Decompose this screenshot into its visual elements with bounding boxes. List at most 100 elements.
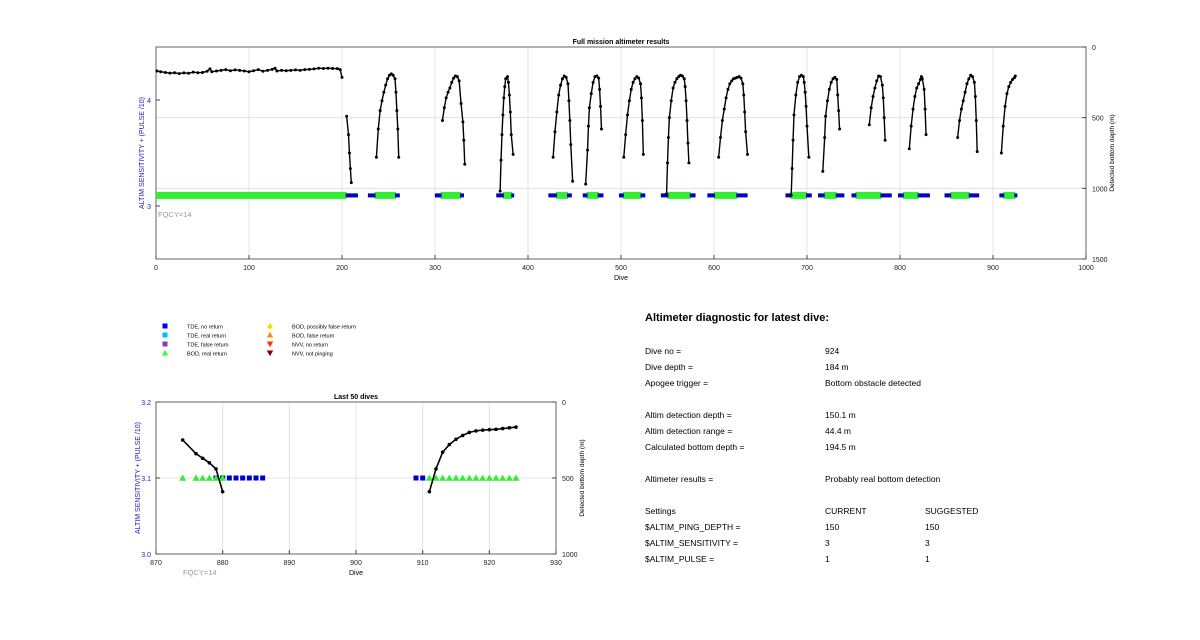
bod-real-return-point bbox=[205, 474, 213, 481]
depth-point bbox=[508, 110, 512, 114]
depth-point bbox=[917, 82, 921, 86]
depth-point bbox=[907, 147, 911, 151]
depth-point bbox=[633, 77, 637, 81]
chart-title: Last 50 dives bbox=[334, 394, 378, 401]
bod-real-return-point bbox=[485, 474, 493, 481]
depth-point bbox=[228, 69, 232, 73]
tde-no-return-point bbox=[395, 193, 400, 198]
depth-point bbox=[1007, 85, 1011, 89]
legend-label: TDE, false return bbox=[187, 343, 229, 349]
y-left-tick-label: 3.1 bbox=[141, 476, 151, 483]
tde-no-return-point bbox=[619, 193, 623, 198]
bod-real-return-point bbox=[512, 474, 520, 481]
depth-line bbox=[441, 75, 466, 165]
tde-no-return-point bbox=[1002, 193, 1007, 198]
depth-point bbox=[586, 148, 590, 152]
depth-point bbox=[504, 77, 508, 81]
y-left-axis-label: ALTIM SENSITIVITY + (PULSE /10) bbox=[139, 97, 146, 209]
depth-point bbox=[452, 76, 456, 80]
depth-point bbox=[446, 90, 450, 94]
depth-point bbox=[207, 461, 212, 465]
depth-point bbox=[506, 80, 510, 84]
depth-point bbox=[280, 68, 284, 72]
depth-line bbox=[345, 116, 352, 183]
tde-no-return-point bbox=[879, 193, 884, 198]
depth-point bbox=[205, 69, 209, 73]
depth-point bbox=[1003, 104, 1007, 108]
depth-point bbox=[835, 78, 839, 82]
legend-symbol-triangle-up bbox=[266, 322, 274, 329]
settings-header: Settings CURRENT SUGGESTED bbox=[645, 503, 1165, 519]
tde-no-return-point bbox=[638, 193, 643, 198]
depth-point bbox=[639, 96, 643, 100]
depth-point bbox=[506, 75, 510, 79]
tde-no-return-point bbox=[923, 193, 928, 198]
x-tick-label: 880 bbox=[217, 560, 229, 567]
tde-no-return-point bbox=[944, 193, 949, 198]
depth-point bbox=[880, 83, 884, 87]
depth-point bbox=[869, 106, 873, 110]
bod-real-return-point bbox=[439, 474, 447, 481]
tde-no-return-point bbox=[496, 193, 501, 198]
depth-point bbox=[384, 83, 388, 87]
bod-real-return-band bbox=[375, 192, 395, 199]
depth-point bbox=[569, 143, 573, 147]
tde-no-return-point bbox=[854, 193, 859, 198]
x-tick-label: 890 bbox=[283, 560, 295, 567]
depth-point bbox=[440, 118, 444, 122]
x-tick-label: 0 bbox=[154, 265, 158, 272]
diag-value: 150.1 m bbox=[825, 410, 856, 420]
tde-no-return-point bbox=[370, 193, 375, 198]
depth-point bbox=[666, 135, 670, 139]
diag-label: Altim detection range = bbox=[645, 426, 733, 436]
depth-point bbox=[685, 118, 689, 122]
bod-real-return-point bbox=[452, 474, 460, 481]
depth-point bbox=[807, 155, 811, 159]
bod-real-return-band bbox=[824, 192, 836, 199]
depth-point bbox=[487, 427, 492, 432]
depth-line bbox=[428, 426, 517, 492]
depth-point bbox=[739, 76, 743, 80]
tde-no-return-point bbox=[738, 193, 743, 198]
depth-point bbox=[683, 85, 687, 89]
depth-point bbox=[447, 442, 452, 447]
depth-point bbox=[1005, 92, 1009, 96]
y-right-tick-label: 0 bbox=[562, 400, 566, 407]
depth-point bbox=[805, 124, 809, 128]
depth-point bbox=[474, 429, 478, 433]
x-tick-label: 930 bbox=[550, 560, 562, 567]
tde-no-return-point bbox=[851, 193, 856, 198]
depth-point bbox=[967, 77, 971, 81]
depth-line bbox=[908, 74, 927, 149]
depth-point bbox=[191, 70, 195, 74]
depth-point bbox=[667, 116, 671, 120]
tde-no-return-point bbox=[233, 475, 239, 481]
depth-point bbox=[559, 83, 563, 87]
depth-point bbox=[867, 123, 871, 127]
setting-sensitivity: $ALTIM_SENSITIVITY = 3 3 bbox=[645, 535, 1165, 551]
depth-point bbox=[462, 138, 466, 142]
diag-label: Dive depth = bbox=[645, 362, 693, 372]
bod-real-return-band bbox=[441, 192, 461, 199]
depth-point bbox=[396, 127, 400, 131]
tde-no-return-point bbox=[434, 193, 439, 198]
legend-symbol-triangle-down bbox=[266, 341, 274, 348]
depth-point bbox=[591, 80, 595, 84]
depth-point bbox=[883, 138, 887, 142]
depth-point bbox=[669, 99, 673, 103]
setting-current: 1 bbox=[825, 554, 830, 564]
tde-no-return-point bbox=[596, 193, 601, 198]
y-right-tick-label: 500 bbox=[562, 476, 574, 483]
diag-value: 194.5 m bbox=[825, 442, 856, 452]
bod-real-return-point bbox=[472, 474, 480, 481]
depth-point bbox=[801, 75, 805, 79]
depth-point bbox=[507, 426, 512, 430]
bod-real-return-point bbox=[219, 474, 227, 481]
tde-no-return-point bbox=[510, 193, 515, 198]
depth-point bbox=[173, 71, 177, 75]
tde-no-return-point bbox=[917, 193, 922, 198]
depth-point bbox=[459, 102, 463, 106]
depth-point bbox=[252, 69, 256, 73]
depth-point bbox=[824, 114, 828, 118]
depth-point bbox=[686, 141, 690, 145]
